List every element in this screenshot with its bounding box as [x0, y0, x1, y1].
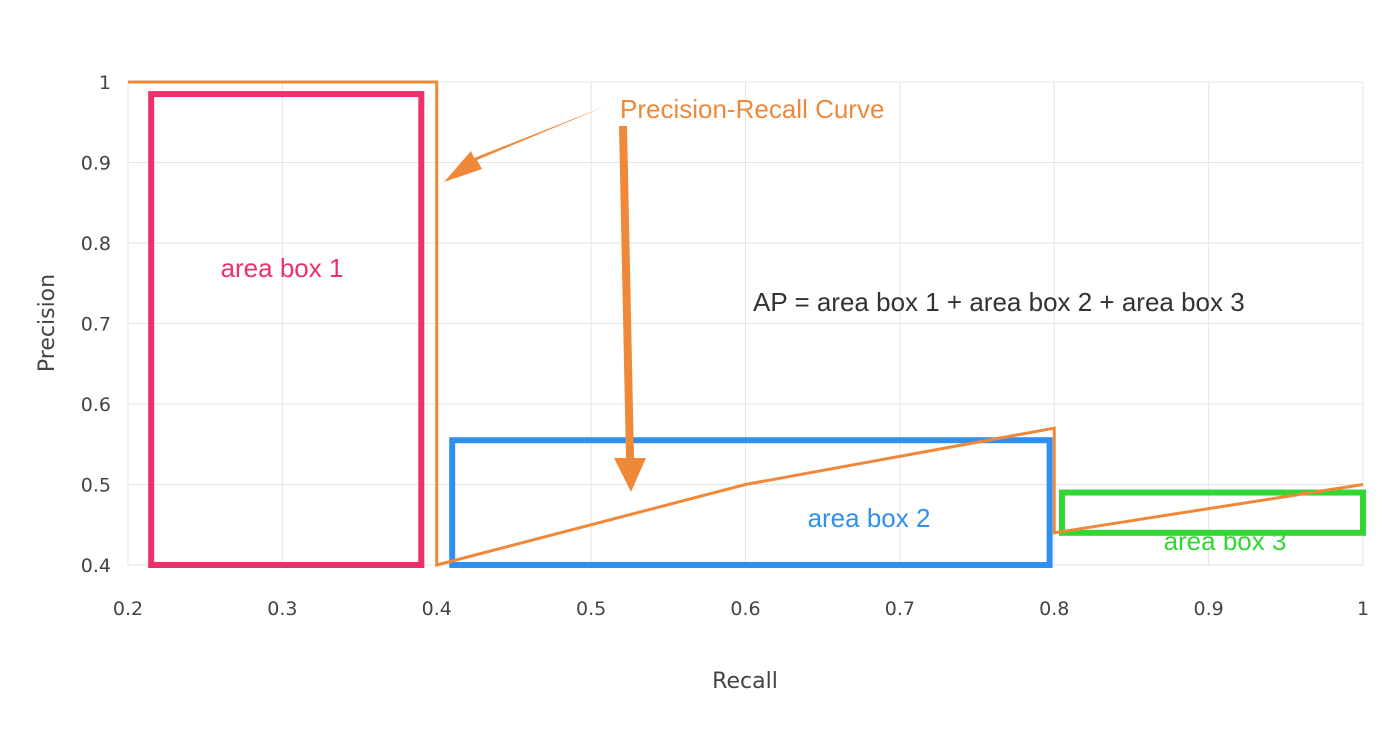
x-tick-label: 0.2 — [113, 598, 143, 620]
area-box-2-label: area box 2 — [808, 503, 931, 533]
x-tick-label: 0.6 — [730, 598, 760, 620]
x-axis-ticks: 0.2 0.3 0.4 0.5 0.6 0.7 0.8 0.9 1 — [113, 598, 1369, 620]
y-tick-label: 0.7 — [81, 314, 111, 336]
x-tick-label: 0.8 — [1039, 598, 1069, 620]
x-tick-label: 1 — [1357, 598, 1369, 620]
pr-curve-line — [128, 80, 1364, 567]
x-tick-label: 0.7 — [885, 598, 915, 620]
x-tick-label: 0.4 — [422, 598, 452, 620]
series-lines — [128, 80, 1364, 567]
y-tick-label: 1 — [99, 72, 111, 94]
y-tick-label: 0.6 — [81, 394, 111, 416]
y-tick-label: 0.5 — [81, 475, 111, 497]
area-boxes: area box 1 area box 2 area box 3 — [148, 91, 1366, 569]
x-tick-label: 0.3 — [267, 598, 297, 620]
arrow-to-curve-bottom — [614, 126, 646, 492]
y-axis-title: Precision — [35, 274, 60, 372]
y-tick-label: 0.9 — [81, 153, 111, 175]
y-tick-label: 0.8 — [81, 233, 111, 255]
curve-annotation: Precision-Recall Curve — [444, 94, 884, 492]
arrow-to-curve-top — [444, 106, 606, 182]
area-box-1 — [148, 91, 425, 568]
area-box-3-label: area box 3 — [1164, 526, 1287, 556]
area-box-1-label: area box 1 — [221, 253, 344, 283]
area-box-2 — [449, 437, 1053, 569]
ap-formula: AP = area box 1 + area box 2 + area box … — [753, 287, 1245, 317]
x-axis-title: Recall — [712, 669, 778, 694]
area-box-3 — [1058, 489, 1366, 536]
grid-horizontal-lines — [128, 81, 1363, 566]
y-tick-label: 0.4 — [81, 555, 111, 577]
y-axis-ticks: 0.4 0.5 0.6 0.7 0.8 0.9 1 — [81, 72, 111, 577]
curve-label: Precision-Recall Curve — [620, 94, 884, 124]
x-tick-label: 0.9 — [1194, 598, 1224, 620]
x-tick-label: 0.5 — [576, 598, 606, 620]
